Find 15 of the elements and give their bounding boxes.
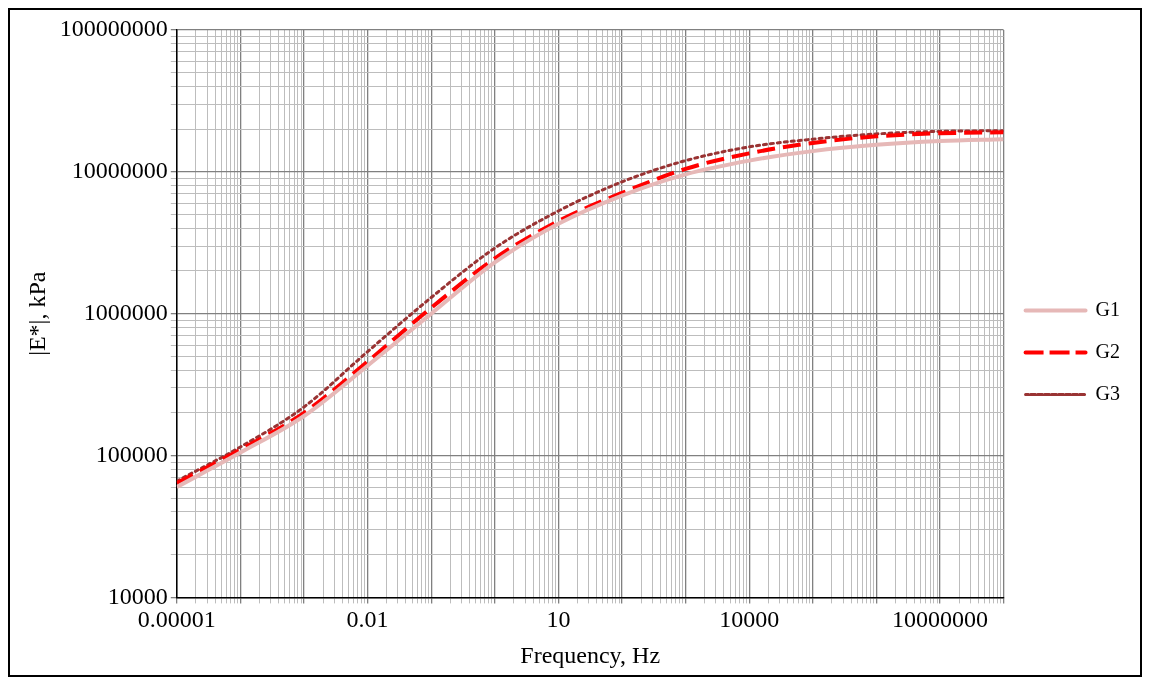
y-tick-label: 10000000: [71, 157, 168, 184]
x-axis-title: Frequency, Hz: [520, 641, 661, 668]
legend-label: G1: [1095, 297, 1121, 320]
y-tick-label: 1000000: [83, 299, 168, 325]
x-tick-label: 10000: [719, 606, 780, 633]
legend-label: G3: [1095, 381, 1121, 404]
y-tick-label: 100000: [95, 440, 168, 467]
x-tick-label: 10000000: [891, 606, 988, 633]
y-axis-title: |E*|, kPa: [23, 271, 50, 356]
x-tick-label: 0.00001: [137, 606, 216, 633]
legend-label: G2: [1095, 339, 1121, 362]
y-tick-label: 10000: [107, 582, 168, 609]
x-tick-label: 0.01: [346, 606, 389, 633]
x-tick-label: 10: [546, 606, 571, 633]
y-tick-label: 100000000: [59, 15, 168, 42]
